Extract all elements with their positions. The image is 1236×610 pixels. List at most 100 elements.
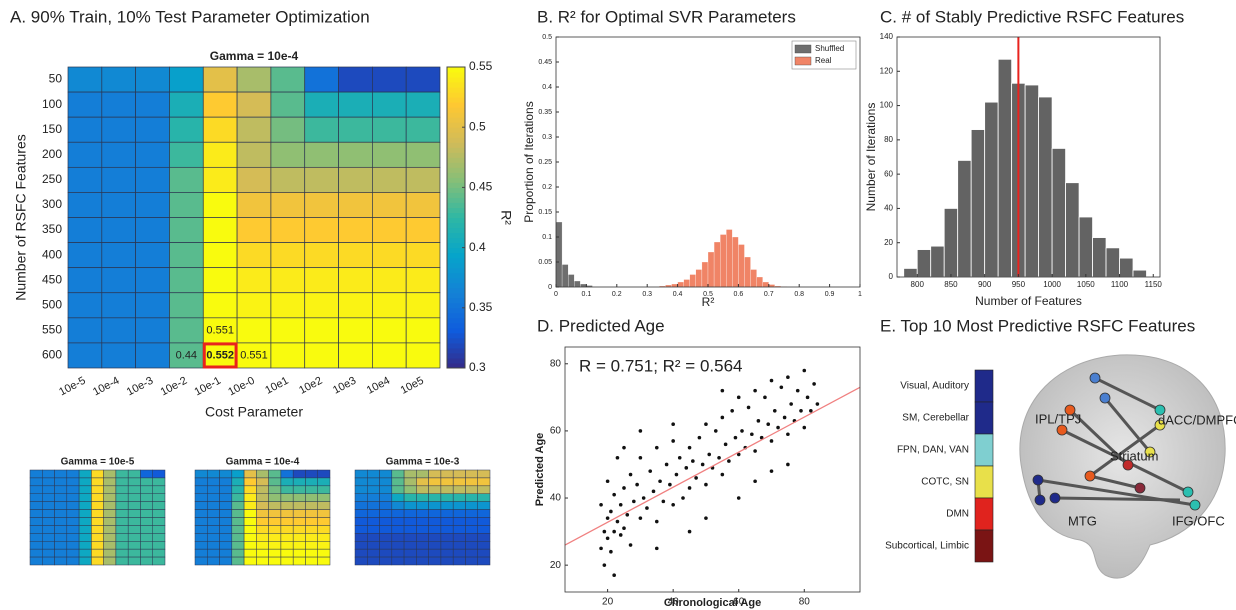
heatmap-cell — [169, 116, 204, 143]
heatmap-cell — [135, 317, 170, 344]
histogram-bar — [555, 221, 563, 288]
heatmap-cell — [391, 525, 405, 534]
heatmap-cell — [101, 91, 136, 118]
heatmap-cell — [135, 116, 170, 143]
colorbar-segment — [447, 102, 465, 108]
heatmap-cell — [428, 517, 442, 526]
heatmap-cell — [207, 517, 220, 526]
heatmap-cell — [152, 477, 166, 487]
x-tick-label: 0.4 — [673, 291, 683, 298]
heatmap-cell — [152, 548, 166, 558]
colorbar-segment — [447, 172, 465, 178]
heatmap-cell — [29, 509, 43, 518]
x-tick-label: 10e-3 — [125, 375, 155, 399]
heatmap-cell — [305, 485, 318, 495]
heatmap-cell — [268, 501, 282, 510]
heatmap-cell — [403, 493, 417, 502]
heatmap-cell — [391, 493, 405, 502]
colorbar-segment — [447, 72, 465, 78]
heatmap-cell — [391, 469, 405, 479]
heatmap-cell — [280, 533, 294, 542]
heatmap-cell — [243, 501, 257, 510]
heatmap-cell — [103, 533, 117, 542]
heatmap-cell — [243, 509, 257, 518]
histogram-bar — [732, 236, 739, 288]
heatmap-cell — [465, 501, 478, 510]
heatmap-cell — [270, 116, 306, 143]
heatmap-cell — [127, 493, 141, 502]
heatmap-cell — [465, 533, 478, 542]
y-tick-label: 40 — [884, 204, 893, 213]
heatmap-cell — [405, 192, 441, 218]
heatmap-cell — [91, 525, 104, 534]
heatmap-cell — [465, 525, 478, 534]
heatmap-cell — [372, 242, 407, 269]
heatmap-cell — [270, 342, 306, 369]
x-tick-label: 0.7 — [764, 291, 774, 298]
heatmap-cell — [243, 548, 257, 558]
scatter-point — [720, 415, 725, 420]
heatmap-cell — [440, 509, 454, 518]
heatmap-cell — [152, 541, 166, 550]
heatmap-cell — [140, 556, 153, 566]
colorbar-segment — [447, 177, 465, 183]
scatter-point — [648, 469, 653, 473]
scatter-point — [707, 452, 712, 457]
heatmap-cell — [317, 477, 331, 487]
heatmap-cell — [405, 267, 441, 294]
heatmap-cell — [127, 525, 141, 534]
heatmap-cell — [391, 533, 405, 542]
heatmap-cell — [338, 192, 373, 218]
heatmap-cell — [202, 66, 238, 93]
network-swatch — [974, 401, 994, 435]
x-tick-label: 1000 — [1043, 280, 1061, 289]
heatmap-cell — [115, 525, 129, 534]
heatmap-cell — [66, 517, 80, 526]
colorbar-segment — [447, 147, 465, 153]
scatter-point — [668, 482, 672, 487]
heatmap-cell — [338, 292, 373, 319]
scatter-point — [789, 402, 793, 406]
heatmap-cell — [219, 556, 233, 566]
heatmap-cell — [42, 517, 55, 526]
colorbar-tick-label: 0.5 — [469, 119, 486, 133]
y-tick-label: 0 — [889, 272, 894, 281]
heatmap-cell — [304, 342, 339, 369]
heatmap-cell — [405, 242, 441, 269]
heatmap-cell — [270, 317, 306, 344]
heatmap-cell — [465, 485, 478, 495]
heatmap-cell — [194, 477, 208, 487]
heatmap-cell — [207, 525, 220, 534]
x-tick-label: 1150 — [1145, 280, 1163, 289]
heatmap-cell — [304, 66, 339, 93]
x-tick-label: 1050 — [1077, 280, 1095, 289]
heatmap-cell — [231, 525, 245, 534]
heatmap-cell — [152, 485, 166, 495]
heatmap-cell — [207, 509, 220, 518]
heatmap-cell — [103, 525, 117, 534]
heatmap-cell — [379, 501, 393, 510]
heatmap-cell — [305, 525, 318, 534]
colorbar-segment — [447, 297, 465, 304]
heatmap-cell — [372, 267, 407, 294]
scatter-point — [605, 516, 610, 520]
heatmap-cell — [354, 548, 368, 558]
heatmap-cell — [101, 141, 136, 168]
heatmap-cell — [405, 342, 441, 369]
heatmap-cell — [231, 548, 245, 558]
x-tick-label: 10e-1 — [192, 375, 222, 399]
heatmap-cell — [78, 469, 92, 479]
heatmap-cell — [477, 493, 491, 502]
scatter-point — [658, 479, 662, 484]
y-tick-label: 0.35 — [538, 109, 552, 116]
scatter-point — [776, 425, 780, 430]
plot-frame — [564, 346, 861, 593]
y-tick-label: 0.45 — [538, 59, 552, 66]
heatmap-cell — [66, 533, 80, 542]
histogram-bar — [568, 274, 575, 288]
heatmap-cell — [194, 509, 208, 518]
heatmap-cell — [391, 541, 405, 550]
cell-label: 0.551 — [240, 349, 268, 361]
histogram-bar — [750, 269, 757, 288]
